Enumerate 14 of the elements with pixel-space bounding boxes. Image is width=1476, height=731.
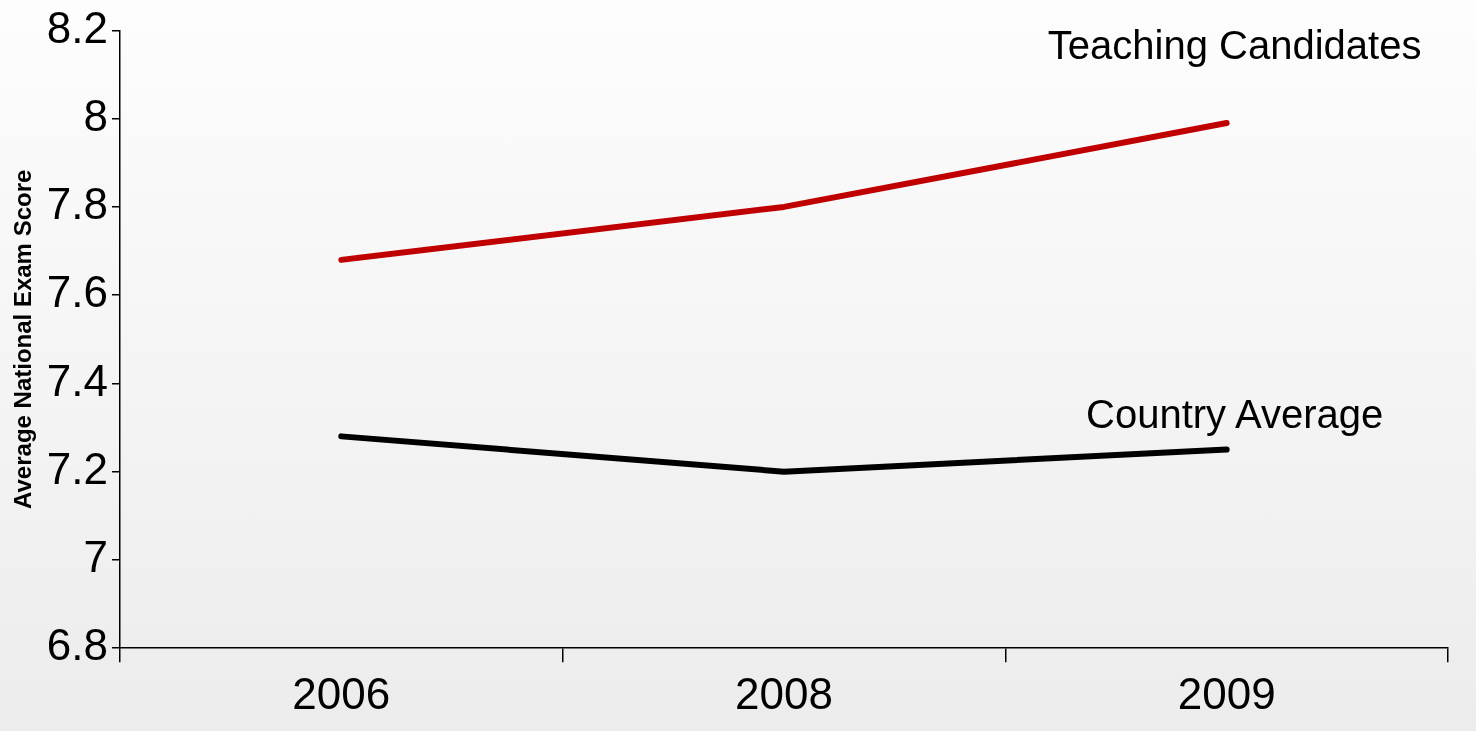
x-tick-label: 2009 [1177,668,1276,718]
y-tick-label: 6.8 [46,620,108,670]
y-tick-label: 7 [83,532,108,582]
series-label: Teaching Candidates [1047,23,1422,68]
y-tick-label: 8 [83,90,108,140]
y-axis-title: Average National Exam Score [9,169,37,509]
series-label: Country Average [1086,391,1384,436]
y-tick-label: 8.2 [46,2,108,52]
x-tick-label: 2008 [735,668,833,718]
y-tick-label: 7.6 [46,267,108,317]
y-tick-label: 7.4 [46,355,108,405]
y-tick-label: 7.2 [46,443,108,493]
x-tick-label: 2006 [292,668,391,718]
y-tick-label: 7.8 [46,179,108,229]
